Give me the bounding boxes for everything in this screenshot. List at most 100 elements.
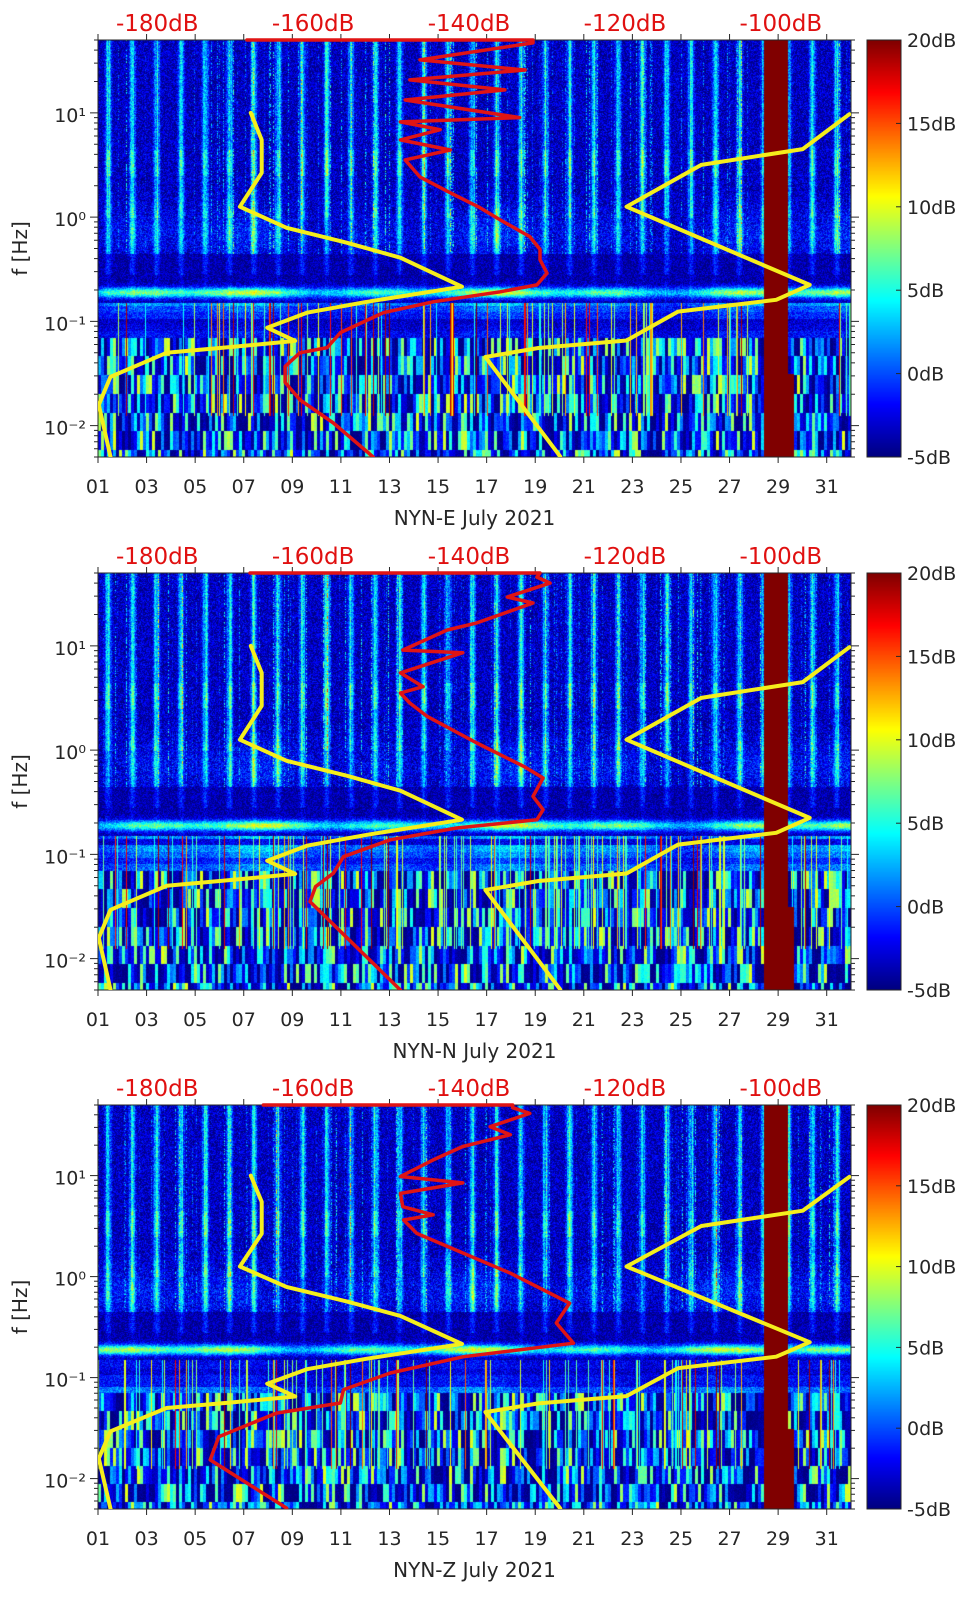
top-db-label: -120dB bbox=[584, 1076, 667, 1102]
x-tick-label: 27 bbox=[717, 476, 741, 498]
colorbar-tick-label: 10dB bbox=[907, 730, 956, 752]
x-tick-label: 05 bbox=[183, 476, 207, 498]
x-tick-label: 17 bbox=[475, 1009, 499, 1031]
x-tick-label: 27 bbox=[717, 1528, 741, 1550]
top-db-label: -140dB bbox=[428, 544, 511, 570]
colorbar-tick-label: 0dB bbox=[907, 897, 944, 919]
low-noise-model-curve bbox=[98, 110, 464, 457]
colorbar-frame bbox=[866, 1104, 902, 1510]
x-tick-label: 13 bbox=[377, 1528, 401, 1550]
top-db-label: -160dB bbox=[272, 11, 355, 37]
y-axis-label: f [Hz] bbox=[8, 1280, 32, 1335]
x-tick-label: 21 bbox=[572, 1528, 596, 1550]
x-tick-label: 19 bbox=[523, 1009, 547, 1031]
x-tick-label: 07 bbox=[232, 1009, 256, 1031]
x-tick-label: 29 bbox=[766, 1528, 790, 1550]
x-tick-label: 17 bbox=[475, 476, 499, 498]
y-axis-label: f [Hz] bbox=[8, 754, 32, 809]
top-db-label: -180dB bbox=[116, 11, 199, 37]
x-tick-label: 25 bbox=[669, 1009, 693, 1031]
y-tick-label: 10¹ bbox=[54, 1168, 86, 1190]
y-tick-label: 10¹ bbox=[54, 638, 86, 660]
x-tick-label: 29 bbox=[766, 1009, 790, 1031]
x-tick-label: 03 bbox=[134, 476, 158, 498]
x-axis-label: NYN-Z July 2021 bbox=[393, 1558, 556, 1582]
x-tick-label: 19 bbox=[523, 1528, 547, 1550]
y-tick-label: 10⁰ bbox=[54, 1269, 86, 1291]
x-tick-label: 01 bbox=[86, 1528, 110, 1550]
y-tick-label: 10⁻¹ bbox=[44, 1370, 86, 1392]
x-tick-label: 07 bbox=[232, 1528, 256, 1550]
x-tick-label: 31 bbox=[815, 1009, 839, 1031]
x-axis-label: NYN-E July 2021 bbox=[394, 506, 556, 530]
x-tick-label: 19 bbox=[523, 476, 547, 498]
colorbar bbox=[867, 573, 901, 990]
noise-curves bbox=[98, 1103, 851, 1509]
top-db-label: -140dB bbox=[428, 11, 511, 37]
x-axis-label: NYN-N July 2021 bbox=[393, 1039, 557, 1063]
top-db-label: -120dB bbox=[584, 11, 667, 37]
plot-frame bbox=[97, 572, 852, 991]
median-psd-curve bbox=[248, 571, 552, 990]
y-tick-label: 10⁻¹ bbox=[44, 846, 86, 868]
colorbar-tick-label: -5dB bbox=[907, 980, 951, 1002]
median-psd-curve bbox=[245, 38, 549, 457]
x-tick-label: 01 bbox=[86, 476, 110, 498]
colorbar-tick-label: 15dB bbox=[907, 646, 956, 668]
x-tick-label: 17 bbox=[475, 1528, 499, 1550]
top-db-label: -100dB bbox=[740, 1076, 823, 1102]
colorbar-tick-label: 10dB bbox=[907, 1257, 956, 1279]
top-db-label: -120dB bbox=[584, 544, 667, 570]
y-tick-label: 10⁻² bbox=[44, 1471, 86, 1493]
colorbar-tick-label: 20dB bbox=[907, 563, 956, 585]
x-tick-label: 27 bbox=[717, 1009, 741, 1031]
x-tick-label: 11 bbox=[329, 1528, 353, 1550]
low-noise-model-curve bbox=[98, 643, 464, 990]
x-tick-label: 07 bbox=[232, 476, 256, 498]
top-db-label: -180dB bbox=[116, 544, 199, 570]
x-tick-label: 15 bbox=[426, 476, 450, 498]
top-db-label: -140dB bbox=[428, 1076, 511, 1102]
y-tick-label: 10⁰ bbox=[54, 209, 86, 231]
high-noise-model-curve bbox=[483, 645, 851, 990]
high-noise-model-curve bbox=[483, 1174, 851, 1509]
y-axis-label: f [Hz] bbox=[8, 221, 32, 276]
x-tick-label: 03 bbox=[134, 1528, 158, 1550]
x-tick-label: 15 bbox=[426, 1009, 450, 1031]
x-tick-label: 29 bbox=[766, 476, 790, 498]
noise-curves bbox=[98, 571, 851, 990]
colorbar-frame bbox=[866, 39, 902, 458]
top-db-label: -180dB bbox=[116, 1076, 199, 1102]
x-tick-label: 31 bbox=[815, 476, 839, 498]
x-tick-label: 21 bbox=[572, 476, 596, 498]
x-tick-label: 13 bbox=[377, 1009, 401, 1031]
plot-frame bbox=[97, 1104, 852, 1510]
x-tick-label: 15 bbox=[426, 1528, 450, 1550]
x-tick-label: 25 bbox=[669, 476, 693, 498]
x-tick-label: 05 bbox=[183, 1528, 207, 1550]
x-tick-label: 01 bbox=[86, 1009, 110, 1031]
colorbar-tick-label: 15dB bbox=[907, 1176, 956, 1198]
y-tick-label: 10⁰ bbox=[54, 742, 86, 764]
colorbar bbox=[867, 1105, 901, 1509]
y-tick-label: 10⁻² bbox=[44, 951, 86, 973]
x-tick-label: 11 bbox=[329, 1009, 353, 1031]
colorbar-tick-label: 15dB bbox=[907, 113, 956, 135]
x-tick-label: 09 bbox=[280, 1528, 304, 1550]
colorbar-tick-label: 5dB bbox=[907, 280, 944, 302]
x-tick-label: 23 bbox=[620, 476, 644, 498]
colorbar-tick-label: 5dB bbox=[907, 813, 944, 835]
plot-frame bbox=[97, 39, 852, 458]
x-tick-label: 03 bbox=[134, 1009, 158, 1031]
x-tick-label: 23 bbox=[620, 1009, 644, 1031]
x-tick-label: 23 bbox=[620, 1528, 644, 1550]
top-db-label: -160dB bbox=[272, 544, 355, 570]
x-tick-label: 11 bbox=[329, 476, 353, 498]
colorbar-tick-label: 0dB bbox=[907, 1418, 944, 1440]
y-tick-label: 10¹ bbox=[54, 105, 86, 127]
x-tick-label: 09 bbox=[280, 1009, 304, 1031]
y-tick-label: 10⁻² bbox=[44, 418, 86, 440]
x-tick-label: 25 bbox=[669, 1528, 693, 1550]
colorbar-tick-label: 10dB bbox=[907, 197, 956, 219]
median-psd-curve bbox=[208, 1103, 576, 1509]
